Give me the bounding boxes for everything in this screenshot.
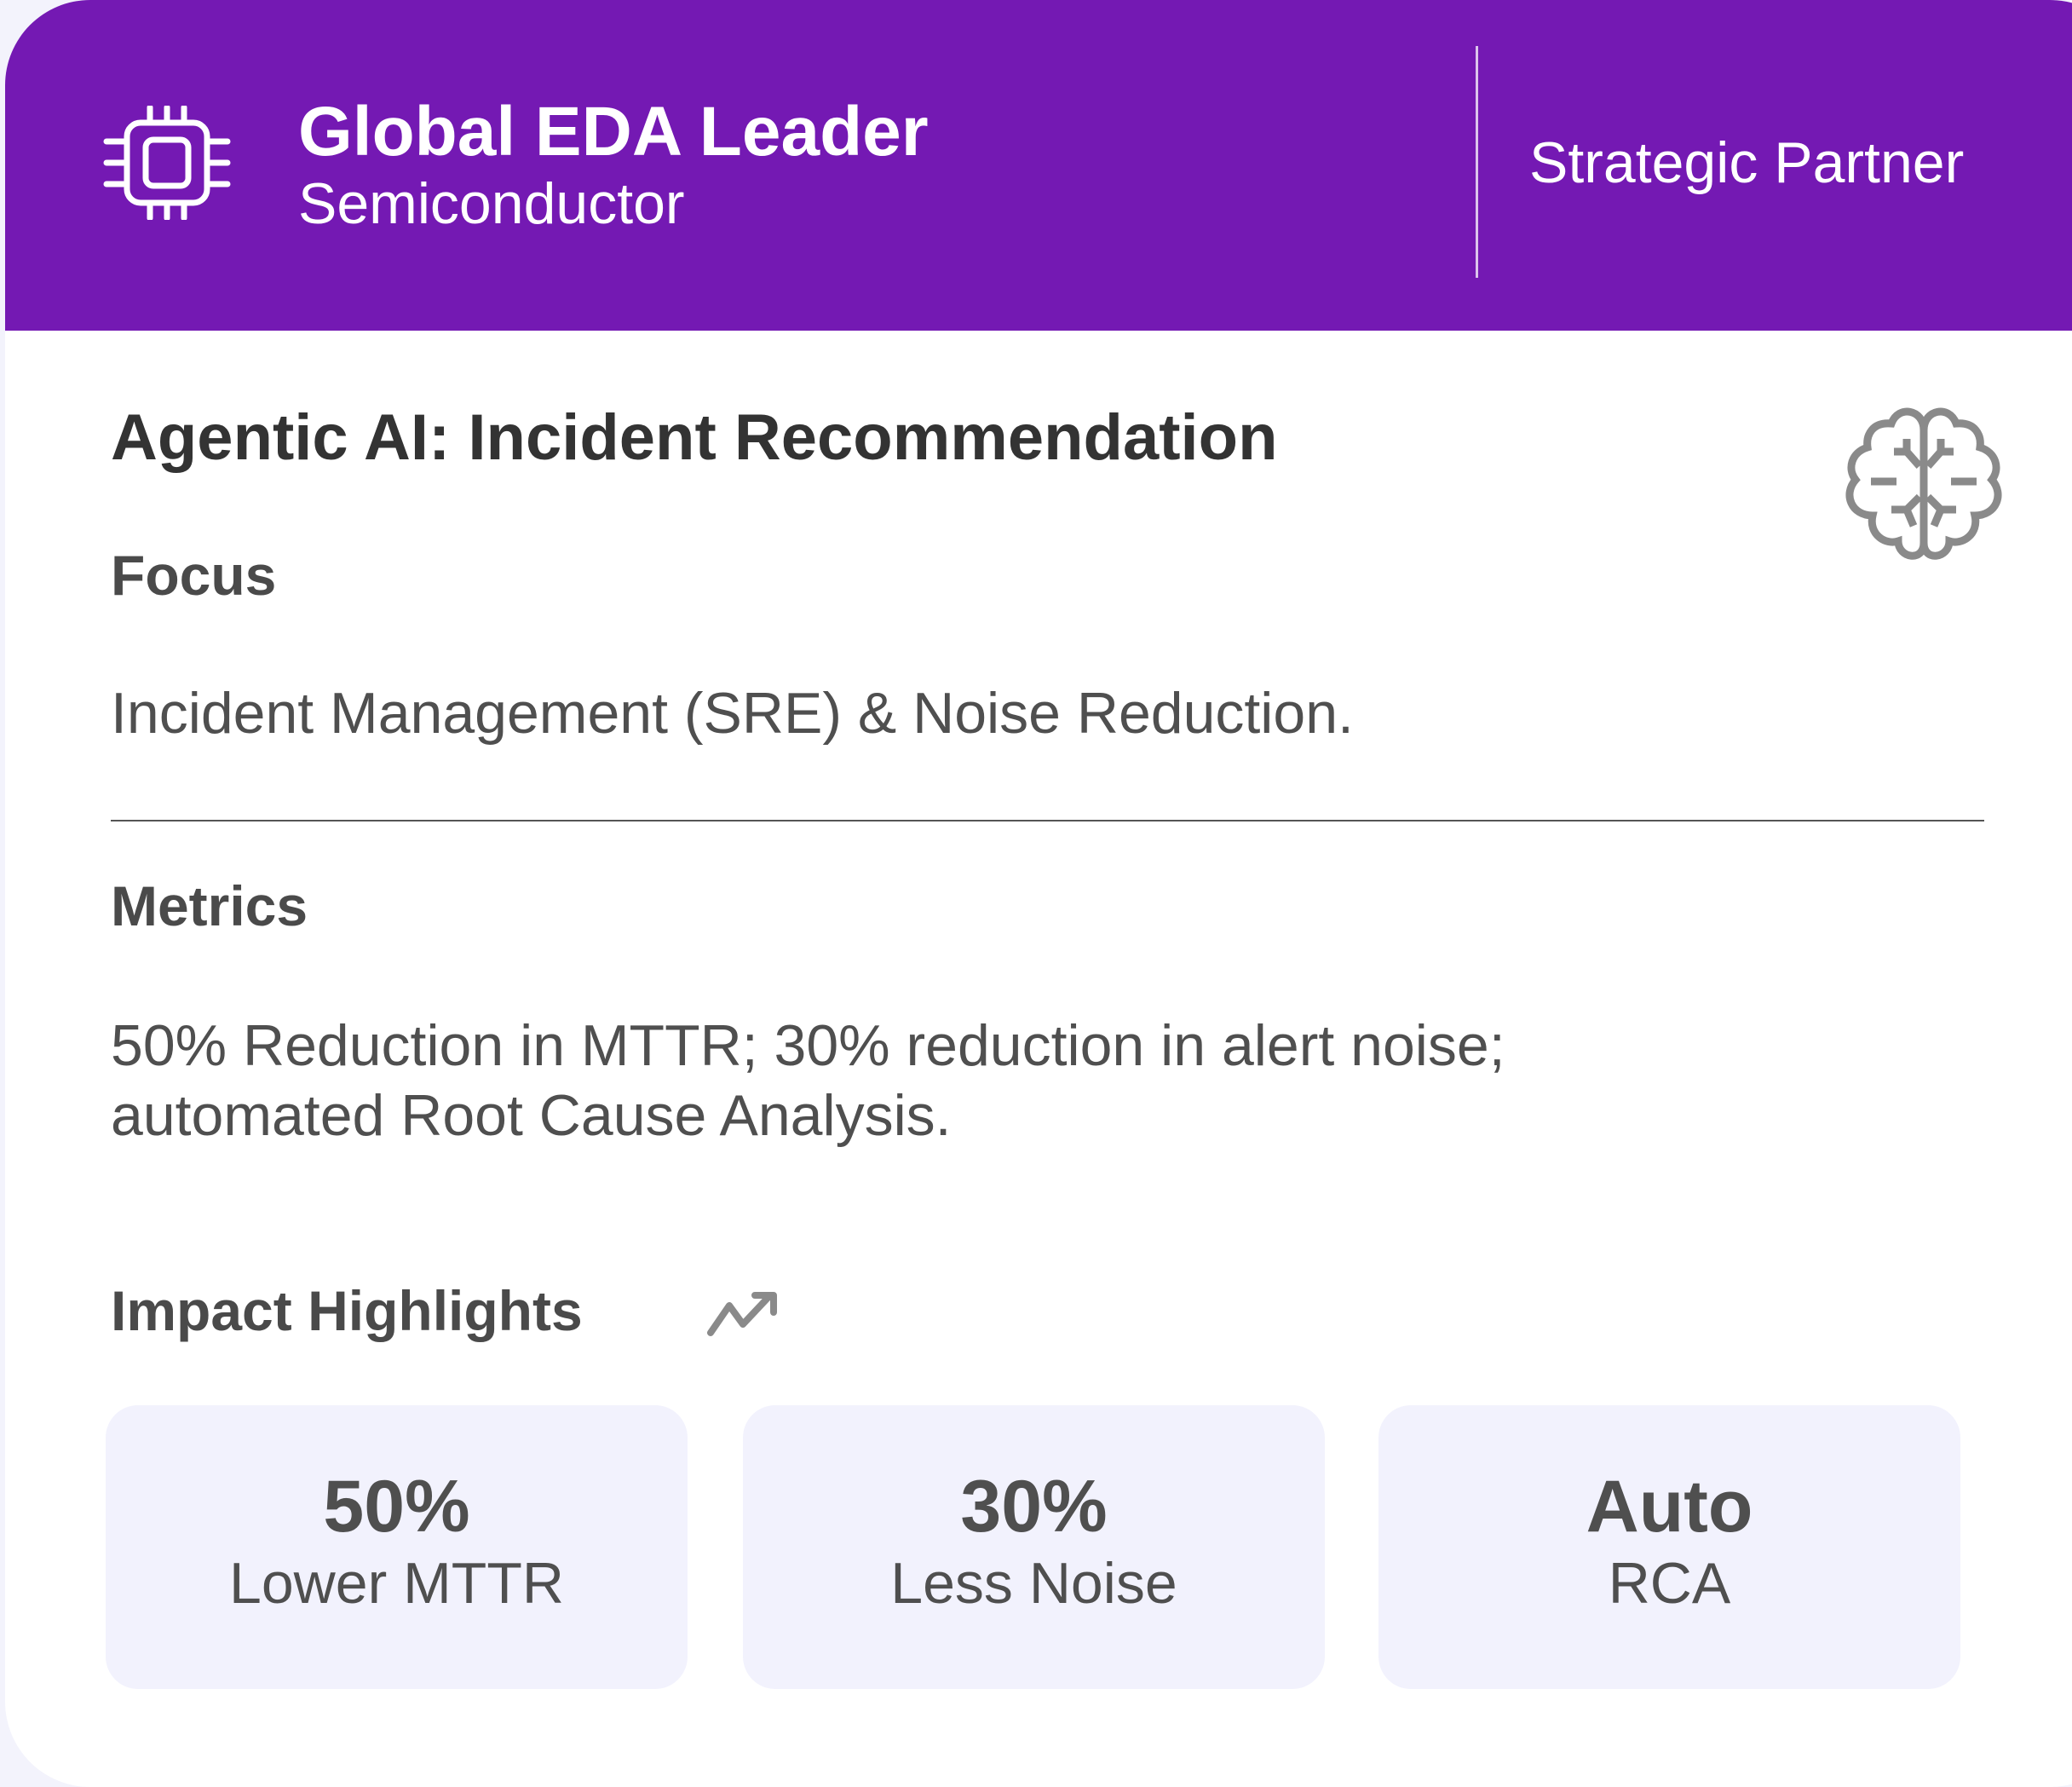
impact-caption: Lower MTTR	[229, 1551, 564, 1616]
impact-card: Auto RCA	[1378, 1405, 1960, 1689]
chip-icon	[103, 106, 231, 220]
metrics-line: automated Root Cause Analysis.	[111, 1083, 952, 1148]
impact-value: Auto	[1586, 1466, 1753, 1548]
metrics-label: Metrics	[111, 874, 308, 937]
impact-value: 50%	[323, 1466, 470, 1548]
impact-card: 50% Lower MTTR	[106, 1405, 688, 1689]
focus-label: Focus	[111, 544, 277, 607]
impact-value: 30%	[960, 1466, 1108, 1548]
header-divider	[1476, 46, 1478, 278]
relationship-label: Strategic Partner	[1529, 130, 1965, 195]
metrics-line: 50% Reduction in MTTR; 30% reduction in …	[111, 1013, 1505, 1078]
brain-icon	[1845, 407, 2002, 560]
impact-label: Impact Highlights	[111, 1279, 583, 1342]
section-divider	[111, 820, 1984, 821]
impact-caption: RCA	[1608, 1551, 1731, 1616]
case-study-card: Global EDA Leader Semiconductor Strategi…	[5, 0, 2072, 1787]
impact-caption: Less Noise	[890, 1551, 1177, 1616]
focus-text: Incident Management (SRE) & Noise Reduct…	[111, 681, 1354, 746]
page-title: Agentic AI: Incident Recommendation	[111, 401, 1278, 474]
trending-up-icon	[707, 1292, 777, 1336]
metrics-text: 50% Reduction in MTTR; 30% reduction in …	[111, 1011, 1505, 1150]
industry: Semiconductor	[298, 171, 685, 236]
company-name: Global EDA Leader	[298, 93, 929, 170]
card-header: Global EDA Leader Semiconductor Strategi…	[5, 0, 2072, 331]
impact-card: 30% Less Noise	[743, 1405, 1325, 1689]
